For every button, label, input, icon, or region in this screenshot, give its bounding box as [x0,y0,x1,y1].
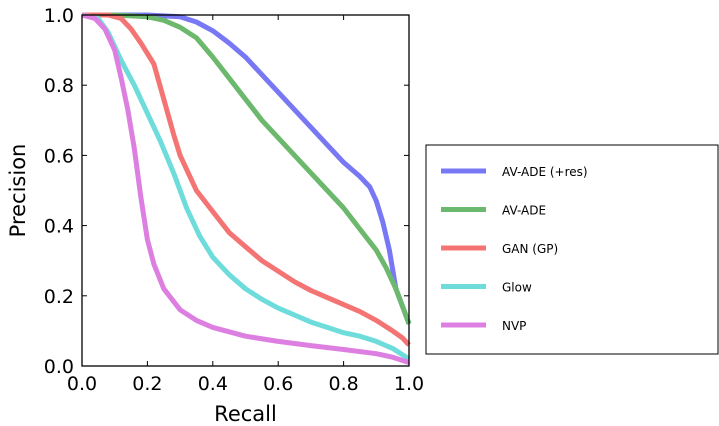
legend-label-3: Glow [502,281,532,295]
y-axis-title: Precision [6,144,30,238]
series-line-2 [82,12,411,347]
y-tick-label: 0.6 [44,145,74,167]
legend: AV-ADE (+res) AV-ADE GAN (GP) Glow NVP [425,144,719,355]
series-line-0 [82,12,412,325]
y-tick-label: 0.0 [44,356,74,378]
series-line-3 [81,12,411,362]
y-tick-label: 0.4 [44,216,74,238]
x-tick-label: 1.0 [394,373,424,395]
x-tick-label: 0.2 [132,373,162,395]
axis-ticks: 0.0 0.2 0.4 0.6 0.8 1.0 0.0 0.2 0.4 0.6 0.8 1.0 [44,5,424,395]
series-lines [81,12,412,365]
x-axis-title: Recall [214,402,277,426]
legend-label-2: GAN (GP) [502,242,558,256]
y-tick-label: 0.8 [44,75,74,97]
series-line-1 [82,12,412,325]
series-line-4 [81,12,410,365]
legend-label-0: AV-ADE (+res) [502,165,588,179]
y-tick-label: 0.2 [44,286,74,308]
x-tick-label: 0.0 [67,373,97,395]
x-tick-label: 0.4 [198,373,228,395]
legend-label-4: NVP [502,319,526,333]
plot-frame [81,14,410,367]
legend-label-1: AV-ADE [502,204,546,218]
y-tick-label: 1.0 [44,5,74,27]
x-tick-label: 0.8 [328,373,358,395]
x-tick-label: 0.6 [263,373,293,395]
